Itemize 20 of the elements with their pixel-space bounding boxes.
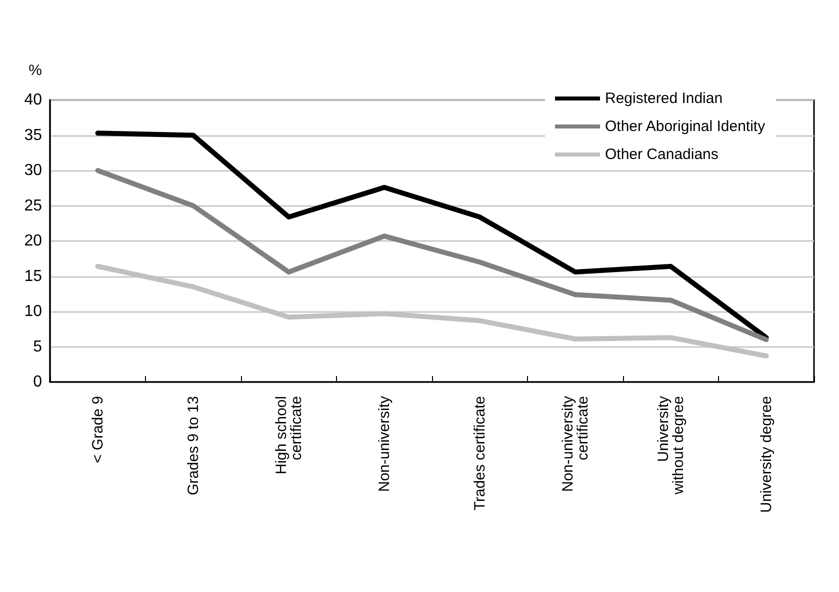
x-tick-label: Non-university: [376, 396, 393, 492]
x-tick-label: High school certificate: [272, 396, 305, 474]
y-tick-label: 10: [24, 303, 42, 320]
x-tick-label: Non-university certificate: [559, 396, 592, 492]
x-tick-label: Grades 9 to 13: [184, 396, 202, 496]
y-axis-title: %: [28, 62, 42, 79]
y-tick-label: 30: [24, 162, 42, 179]
y-tick-label: 40: [24, 92, 42, 108]
y-tick-label: 15: [24, 268, 42, 285]
legend-label: Other Canadians: [605, 146, 718, 163]
legend-label: Other Aboriginal Identity: [605, 118, 766, 135]
y-tick-label: 20: [24, 232, 42, 250]
x-tick-label: Trades certificate: [471, 396, 488, 510]
y-tick-label: 25: [24, 197, 42, 214]
legend-label: Registered Indian: [605, 90, 723, 107]
y-tick-label: 0: [33, 374, 42, 390]
y-tick-label: 35: [24, 126, 42, 144]
x-tick-label: University degree: [758, 396, 775, 513]
y-tick-label: 5: [33, 338, 42, 356]
x-tick-label: < Grade 9: [89, 396, 106, 464]
